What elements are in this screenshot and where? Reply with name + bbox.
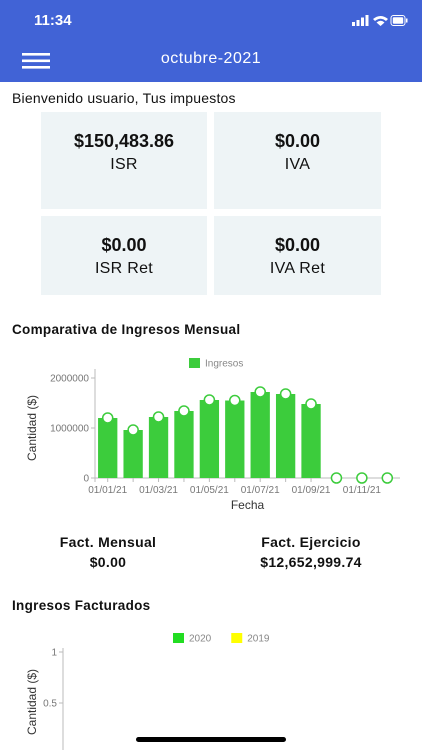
- legend-label: 2019: [247, 634, 270, 645]
- total-label: Fact. Ejercicio: [261, 534, 361, 550]
- app-title: octubre-2021: [160, 50, 262, 67]
- total-label: Fact. Mensual: [59, 534, 157, 550]
- card-label: IVA Ret: [269, 260, 326, 277]
- x-tick-label: 01/07/21: [241, 485, 280, 496]
- bar-point: [229, 394, 241, 407]
- y-tick-label: 0.5: [43, 699, 57, 710]
- welcome-text: Bienvenido usuario, Tus impuestos: [12, 90, 236, 106]
- y-tick-label: 1000000: [50, 424, 89, 435]
- tax-card: $0.00 IVA Ret: [214, 216, 381, 295]
- x-tick-label: 01/01/21: [88, 485, 127, 496]
- y-axis-label: Cantidad ($): [25, 669, 39, 735]
- card-value: $0.00: [274, 235, 321, 255]
- status-time: 11:34: [34, 12, 72, 29]
- bar: [275, 394, 296, 478]
- total-value: $0.00: [89, 554, 127, 570]
- bar: [174, 411, 194, 478]
- bar-point: [381, 472, 394, 484]
- legend-swatch: [189, 358, 200, 368]
- y-axis-label: Cantidad ($): [25, 395, 39, 461]
- bar-point: [356, 472, 368, 484]
- total-value: $12,652,999.74: [260, 554, 362, 570]
- y-tick-label: 0: [83, 474, 89, 485]
- tax-card: $0.00 IVA: [214, 112, 381, 209]
- card-label: ISR Ret: [94, 260, 154, 277]
- legend-swatch: [173, 633, 184, 643]
- card-label: IVA: [284, 156, 311, 173]
- bar: [199, 400, 220, 478]
- bar: [123, 430, 143, 478]
- y-tick-label: 2000000: [50, 374, 89, 385]
- x-axis-label: Fecha: [231, 498, 265, 512]
- menu-button[interactable]: [22, 53, 50, 69]
- home-indicator: [136, 737, 286, 742]
- legend-label: 2020: [189, 634, 212, 645]
- legend-label: Ingresos: [205, 359, 243, 370]
- section-title: Comparativa de Ingresos Mensual: [12, 322, 241, 337]
- section-title: Ingresos Facturados: [12, 598, 151, 613]
- x-tick-label: 01/03/21: [139, 485, 178, 496]
- tax-card: $0.00 ISR Ret: [41, 216, 207, 295]
- bar: [250, 392, 270, 478]
- x-tick-label: 01/09/21: [292, 485, 331, 496]
- bar: [225, 400, 245, 478]
- card-value: $0.00: [101, 235, 147, 255]
- bar: [98, 418, 118, 478]
- bar-point: [178, 405, 190, 417]
- x-tick-label: 01/05/21: [190, 485, 229, 496]
- bar: [148, 417, 169, 478]
- bar-point: [127, 424, 139, 436]
- bar: [301, 404, 321, 478]
- legend-swatch: [231, 633, 243, 643]
- bar-point: [254, 386, 266, 398]
- bar-point: [305, 398, 317, 410]
- card-value: $0.00: [274, 131, 321, 151]
- x-tick-label: 01/11/21: [343, 485, 382, 496]
- card-label: ISR: [110, 156, 138, 173]
- bar-point: [330, 472, 343, 484]
- card-value: $150,483.86: [73, 131, 175, 151]
- y-tick-label: 1: [51, 648, 57, 659]
- bar-point: [203, 394, 216, 406]
- bar-point: [101, 412, 114, 424]
- tax-card: $150,483.86 ISR: [41, 112, 207, 209]
- bar-point: [152, 411, 165, 423]
- bar-point: [279, 388, 292, 400]
- status-icons: [352, 15, 408, 26]
- app-bar: [0, 0, 422, 82]
